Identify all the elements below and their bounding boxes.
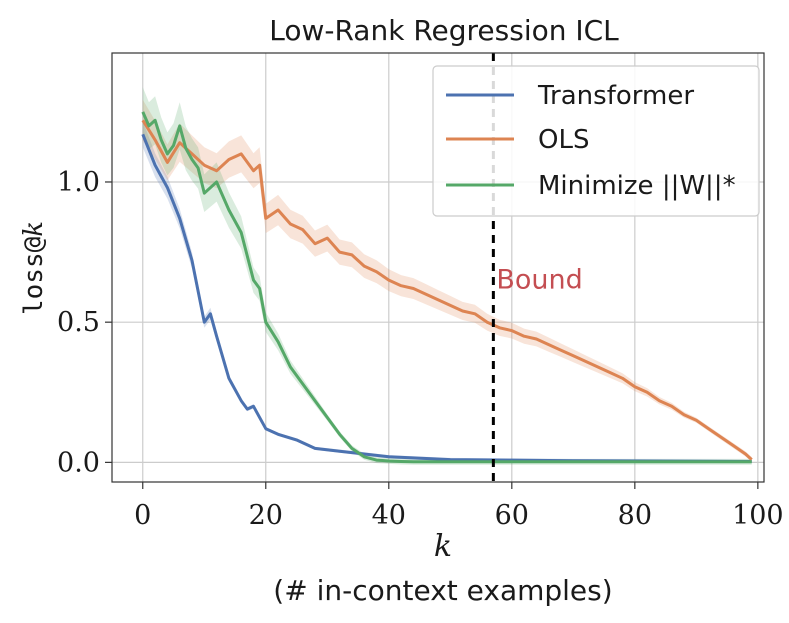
band-minimize-w	[142, 87, 752, 465]
band-ols	[142, 99, 752, 463]
series-line-transformer	[141, 133, 752, 463]
chart-title: Low-Rank Regression ICL	[269, 14, 619, 47]
legend-label-nuclear-norm: Minimize ||W||*	[538, 171, 736, 201]
confidence-bands	[142, 87, 752, 465]
series-line-minimize-w	[141, 111, 752, 464]
x-tick-label: 80	[618, 500, 652, 531]
x-tick-label: 60	[495, 500, 529, 531]
x-axis-sublabel: (# in-context examples)	[273, 574, 612, 607]
y-axis-label-var: k	[19, 221, 49, 237]
x-tick-label: 100	[732, 500, 784, 531]
x-tick-label: 0	[134, 500, 151, 531]
legend-label-ols: OLS	[538, 125, 589, 155]
legend-box	[432, 65, 760, 217]
plot-frame	[111, 52, 765, 483]
legend: Transformer OLS Minimize ||W||*	[432, 65, 760, 217]
legend-label-transformer: Transformer	[537, 81, 694, 111]
x-axis-label: k	[434, 529, 452, 564]
bound-label: Bound	[496, 265, 582, 296]
y-tick-label: 0.0	[57, 447, 100, 478]
y-axis-label: loss@k	[19, 221, 49, 315]
y-tick-label: 1.0	[57, 167, 100, 198]
x-tick-label: 20	[249, 500, 283, 531]
series-line-ols	[141, 119, 753, 461]
y-axis-ticks: 0.0 0.5 1.0	[57, 167, 112, 478]
x-tick-label: 40	[372, 500, 406, 531]
x-axis-ticks: 0 20 40 60 80 100	[134, 482, 784, 531]
y-axis-label-mono: loss@	[19, 237, 49, 315]
y-tick-label: 0.5	[57, 307, 100, 338]
series-lines	[141, 111, 753, 464]
svg-text:loss@k: loss@k	[19, 221, 49, 315]
